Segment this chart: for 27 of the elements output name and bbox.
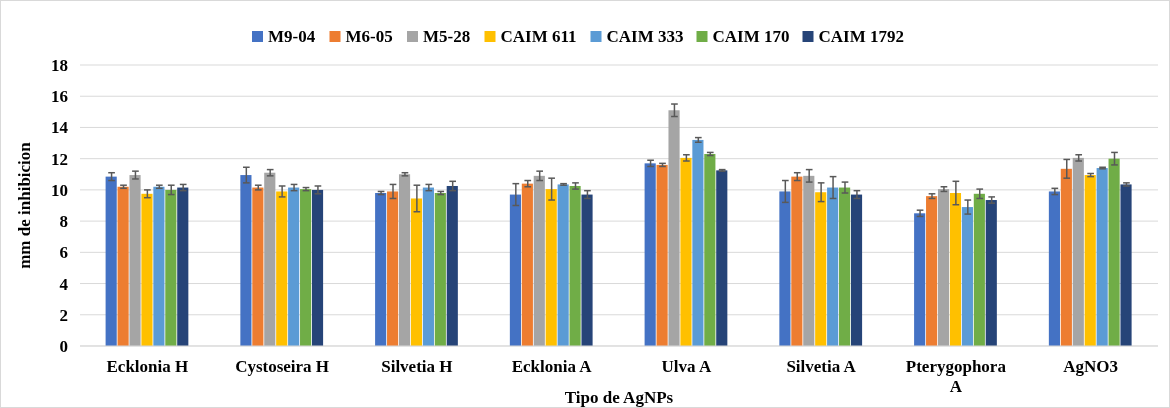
legend-label: CAIM 170	[712, 27, 790, 46]
x-tick-label: Ulva A	[661, 357, 712, 376]
x-tick-label: Cystoseira H	[235, 357, 330, 376]
y-axis-title: mm de inhibicion	[15, 141, 34, 269]
y-tick-label: 4	[59, 274, 69, 294]
x-tick-label: Ecklonia H	[106, 357, 189, 376]
legend-label: CAIM 611	[500, 27, 577, 46]
y-tick-label: 6	[59, 243, 68, 263]
legend-label: M9-04	[268, 27, 316, 46]
y-tick-label: 18	[51, 55, 68, 75]
y-tick-label: 2	[59, 305, 68, 325]
legend-label: CAIM 1792	[818, 27, 904, 46]
y-tick-label: 14	[51, 118, 69, 138]
y-tick-label: 16	[51, 87, 68, 107]
x-tick-label: Ecklonia A	[511, 357, 593, 376]
x-tick-label: AgNO3	[1063, 357, 1119, 376]
x-axis-title: Tipo de AgNPs	[564, 388, 674, 407]
y-tick-label: 12	[51, 149, 68, 169]
legend-label: M5-28	[423, 27, 471, 46]
y-tick-label: 10	[51, 180, 68, 200]
legend-label: CAIM 333	[606, 27, 684, 46]
y-tick-label: 8	[59, 212, 68, 232]
x-tick-label: Pterygophora A	[905, 357, 1007, 396]
x-tick-label: Silvetia A	[786, 357, 857, 376]
y-tick-label: 0	[59, 336, 68, 356]
x-tick-label: Silvetia H	[381, 357, 453, 376]
legend-label: M6-05	[345, 27, 393, 46]
